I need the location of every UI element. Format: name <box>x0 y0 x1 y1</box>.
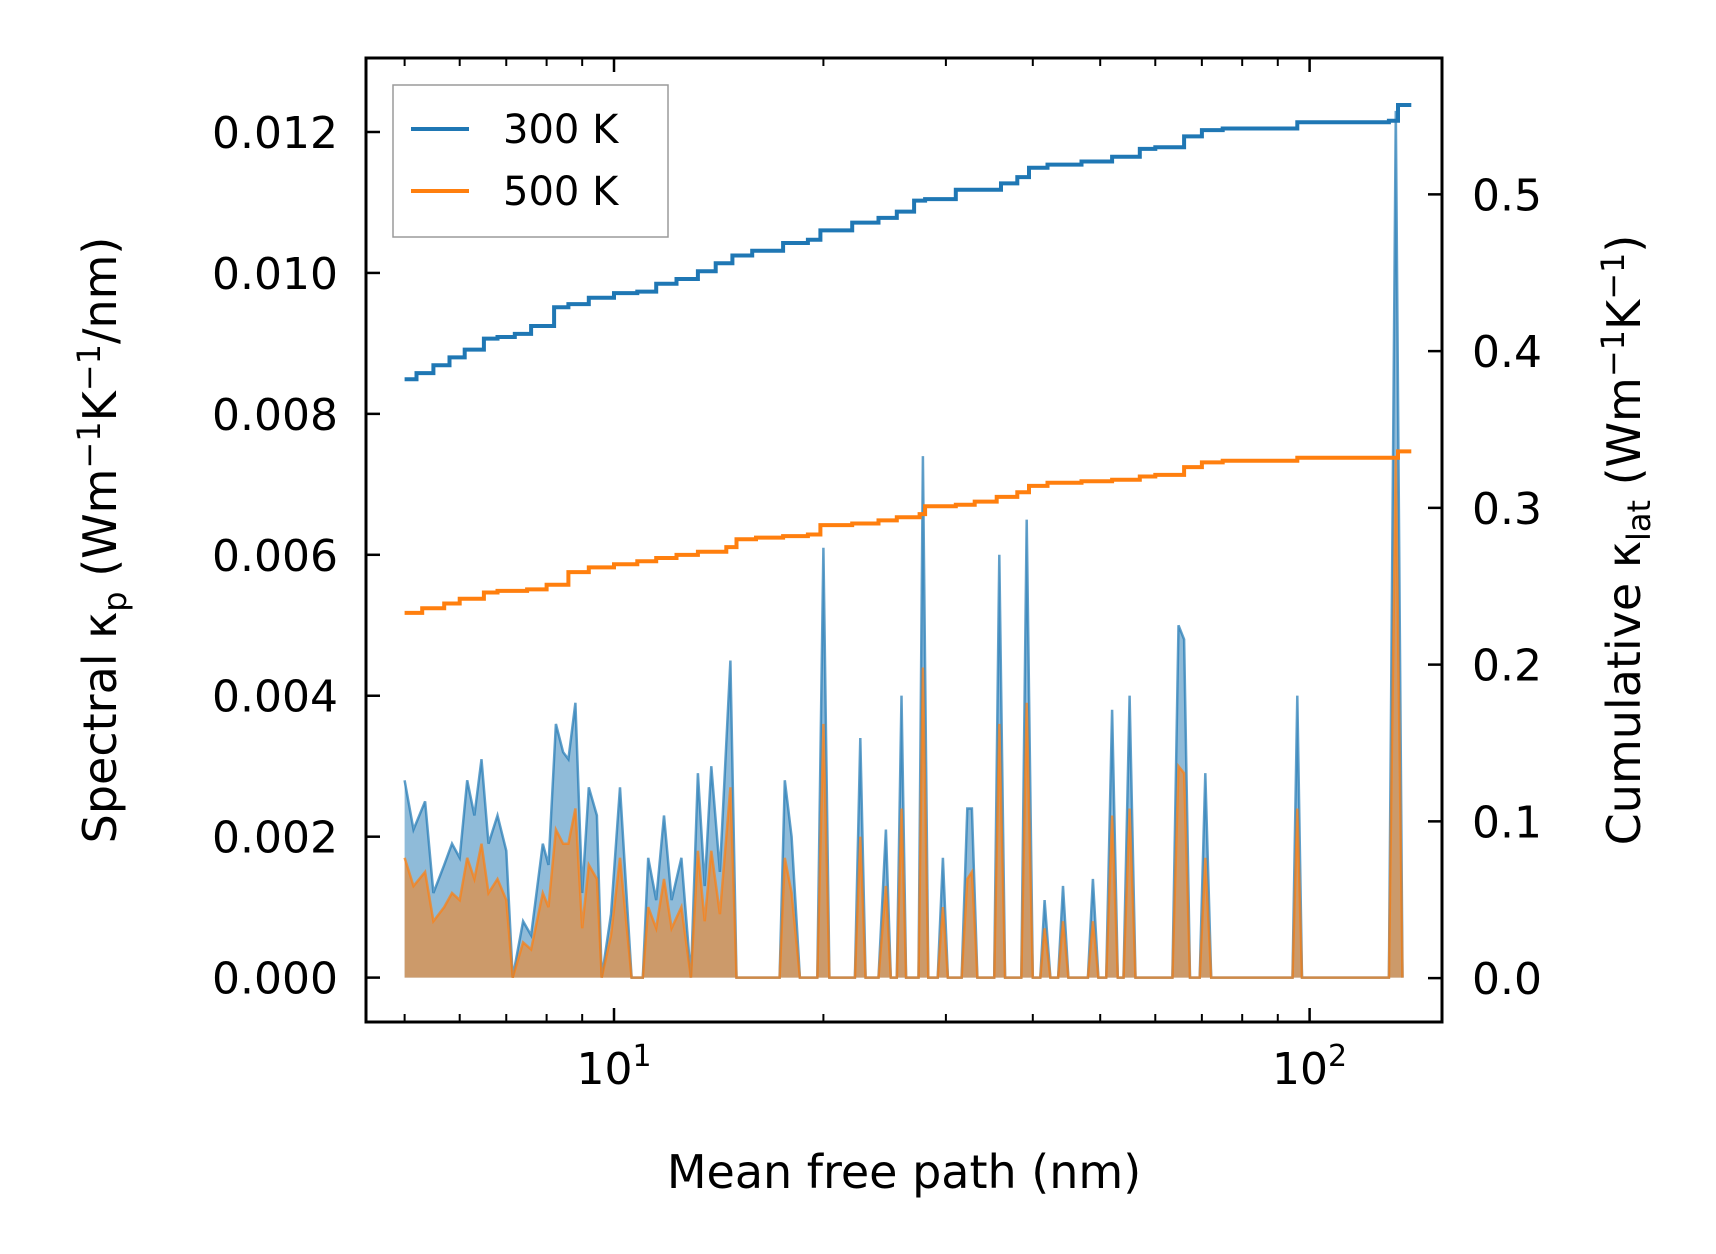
y-right-tick-label: 0.0 <box>1472 954 1542 1005</box>
spectral-line-0 <box>403 110 1404 979</box>
y-right-tick-label: 0.2 <box>1472 641 1542 692</box>
y-left-label-units-3: −1 <box>70 344 108 391</box>
y-right-label-prefix: Cumulative κ <box>1597 541 1651 845</box>
y-right-tick-label: 0.4 <box>1472 327 1542 378</box>
cumulative-line-1 <box>404 449 1412 615</box>
y-left-tick-label: 0.002 <box>212 813 338 864</box>
y-right-label-sub: lat <box>1620 500 1658 541</box>
y-right-tick-label: 0.5 <box>1472 170 1542 221</box>
spectral-fill-1 <box>404 456 1403 978</box>
spectral-line-1 <box>403 456 1404 979</box>
plot-frame <box>364 56 1444 1024</box>
y-left-tick-label: 0.000 <box>212 954 338 1005</box>
tick-marks <box>366 58 1442 1022</box>
x-axis-label: Mean free path (nm) <box>667 1145 1141 1199</box>
y-left-label-sub: p <box>96 591 134 611</box>
x-tick-label: 101 <box>576 1039 651 1095</box>
y-left-tick-label: 0.012 <box>212 108 338 159</box>
legend-label-300k: 300 K <box>503 107 620 153</box>
y-left-tick-label: 0.010 <box>212 249 338 300</box>
y-axis-right-label: Cumulative κlat (Wm−1K−1) <box>1594 235 1658 846</box>
legend: 300 K 500 K <box>392 84 669 238</box>
y-left-tick-label: 0.004 <box>212 672 338 723</box>
y-left-tick-label: 0.008 <box>212 390 338 441</box>
y-left-label-prefix: Spectral κ <box>73 612 127 844</box>
y-axis-left-label: Spectral κp (Wm−1K−1/nm) <box>70 237 134 844</box>
spectral-fill-0 <box>404 110 1403 978</box>
cumulative-line-0 <box>404 103 1412 382</box>
x-tick-label: 102 <box>1272 1039 1347 1095</box>
y-right-label-units-0: (Wm <box>1597 377 1651 500</box>
legend-box <box>392 84 669 238</box>
y-left-label-units-1: −1 <box>70 421 108 468</box>
y-left-tick-label: 0.006 <box>212 531 338 582</box>
y-left-label-units-4: /nm) <box>73 237 127 344</box>
legend-label-500k: 500 K <box>503 169 620 215</box>
y-right-label-units-3: −1 <box>1594 253 1632 300</box>
tick-labels: 0.000 0.002 0.004 0.006 0.008 0.010 0.012 0.0 0.… <box>212 108 1542 1095</box>
y-right-tick-label: 0.3 <box>1472 484 1542 535</box>
y-right-label-units-2: K <box>1597 298 1651 330</box>
cumulative-lines-layer <box>404 103 1412 615</box>
y-left-label-units-0: (Wm <box>73 469 127 592</box>
spectral-fill-layer <box>403 110 1404 979</box>
y-left-label-units-2: K <box>73 389 127 421</box>
y-right-label-units-1: −1 <box>1594 330 1632 377</box>
y-right-label-units-4: ) <box>1597 235 1651 253</box>
y-right-tick-label: 0.1 <box>1472 797 1542 848</box>
